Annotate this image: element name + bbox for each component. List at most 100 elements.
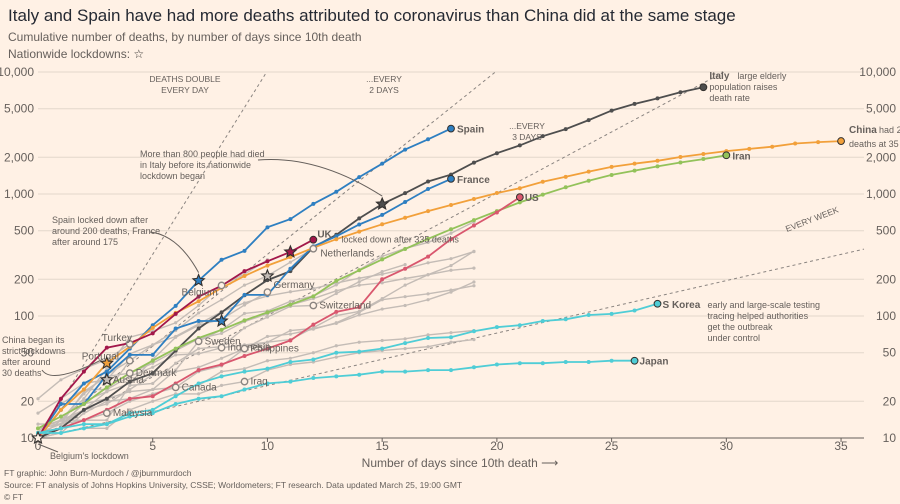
- data-point: [219, 362, 224, 367]
- data-point-other: [449, 288, 453, 292]
- country-label: Turkey: [102, 333, 132, 344]
- x-tick-label: 15: [375, 439, 389, 453]
- data-point: [288, 338, 293, 343]
- data-point: [540, 192, 545, 197]
- data-point: [173, 303, 178, 308]
- end-marker: [263, 288, 272, 297]
- data-point: [357, 305, 362, 310]
- data-point: [701, 157, 706, 162]
- data-point: [632, 161, 637, 166]
- chart-title: Italy and Spain have had more deaths att…: [8, 6, 736, 25]
- data-point: [494, 191, 499, 196]
- annotation-leader: [41, 358, 104, 376]
- data-point-other: [403, 283, 407, 287]
- x-tick-label: 5: [149, 439, 156, 453]
- data-point: [242, 292, 247, 297]
- series-line: [37, 302, 658, 434]
- data-point: [747, 146, 752, 151]
- data-point: [471, 196, 476, 201]
- data-point: [265, 346, 270, 351]
- y-tick-label-left: 10,000: [0, 65, 34, 79]
- lockdown-star: [214, 313, 229, 328]
- country-label: Iraq: [251, 377, 268, 388]
- x-tick-label: 0: [35, 439, 42, 453]
- country-label: Iran: [732, 151, 750, 162]
- end-marker: [125, 340, 134, 348]
- country-label: Indonesia: [228, 343, 272, 354]
- data-point: [196, 381, 201, 386]
- data-point: [58, 407, 63, 412]
- footer-source: Source: FT analysis of Johns Hopkins Uni…: [4, 480, 463, 490]
- data-point: [586, 359, 591, 364]
- guide-label: 3 DAYS: [512, 132, 542, 142]
- data-point: [242, 269, 247, 274]
- data-point-other: [265, 359, 270, 363]
- data-point-other: [380, 281, 384, 285]
- data-point-other: [59, 418, 63, 422]
- y-tick-label-right: 10,000: [859, 65, 896, 79]
- data-point-other: [380, 296, 384, 301]
- lockdown-star: [99, 372, 114, 386]
- data-point: [540, 134, 545, 139]
- data-point: [563, 359, 568, 364]
- star-icon: ☆: [133, 47, 145, 61]
- data-point: [357, 372, 362, 377]
- data-point-other: [105, 367, 109, 371]
- series-line: [37, 154, 727, 430]
- data-point: [311, 376, 316, 381]
- data-point-other: [380, 270, 384, 274]
- data-point: [563, 185, 568, 190]
- data-point: [609, 108, 614, 113]
- country-label: Denmark: [136, 368, 178, 379]
- data-point-other: [357, 280, 361, 284]
- lockdown-star: [283, 244, 298, 258]
- end-marker: [125, 369, 134, 378]
- country-label: Malaysia: [113, 408, 153, 419]
- data-point: [265, 381, 270, 386]
- data-point-other: [472, 266, 476, 270]
- y-tick-label-left: 50: [21, 346, 35, 360]
- data-point: [380, 277, 385, 282]
- lockdown-star: [30, 430, 46, 445]
- end-marker: [171, 383, 180, 392]
- data-point-other: [219, 298, 224, 302]
- end-marker: [515, 193, 524, 202]
- y-tick-label-right: 100: [876, 309, 896, 323]
- data-point: [816, 140, 821, 145]
- y-tick-label-left: 200: [14, 272, 34, 286]
- data-point: [517, 143, 522, 148]
- data-point: [380, 369, 385, 374]
- data-point: [265, 263, 270, 268]
- data-point: [334, 278, 339, 283]
- guide-label: EVERY WEEK: [784, 204, 840, 233]
- data-point: [196, 299, 201, 304]
- data-point: [81, 369, 86, 374]
- data-point: [265, 366, 270, 371]
- doubling-guide-line: [37, 71, 496, 439]
- data-point: [357, 222, 362, 227]
- data-point: [655, 96, 660, 101]
- data-point: [219, 257, 224, 262]
- annotation-text: after around 175: [52, 237, 118, 247]
- data-point: [196, 294, 201, 299]
- y-tick-label-right: 2,000: [866, 150, 896, 164]
- data-point: [380, 257, 385, 262]
- data-point-other: [311, 351, 315, 355]
- data-point: [265, 225, 270, 230]
- data-point: [449, 227, 453, 232]
- data-point: [586, 118, 591, 123]
- data-point: [632, 101, 637, 106]
- data-point-other: [197, 392, 201, 396]
- data-point: [81, 401, 86, 406]
- data-point-other: [82, 411, 86, 415]
- country-label: Belgium: [182, 287, 218, 298]
- data-point: [471, 365, 476, 370]
- x-tick-label: 20: [490, 439, 504, 453]
- data-point: [265, 259, 270, 264]
- data-point: [150, 325, 155, 330]
- data-point: [288, 255, 293, 260]
- country-label: France: [457, 175, 490, 186]
- guide-label: ...EVERY: [509, 121, 545, 131]
- data-point-other: [105, 426, 109, 430]
- data-point: [334, 374, 339, 379]
